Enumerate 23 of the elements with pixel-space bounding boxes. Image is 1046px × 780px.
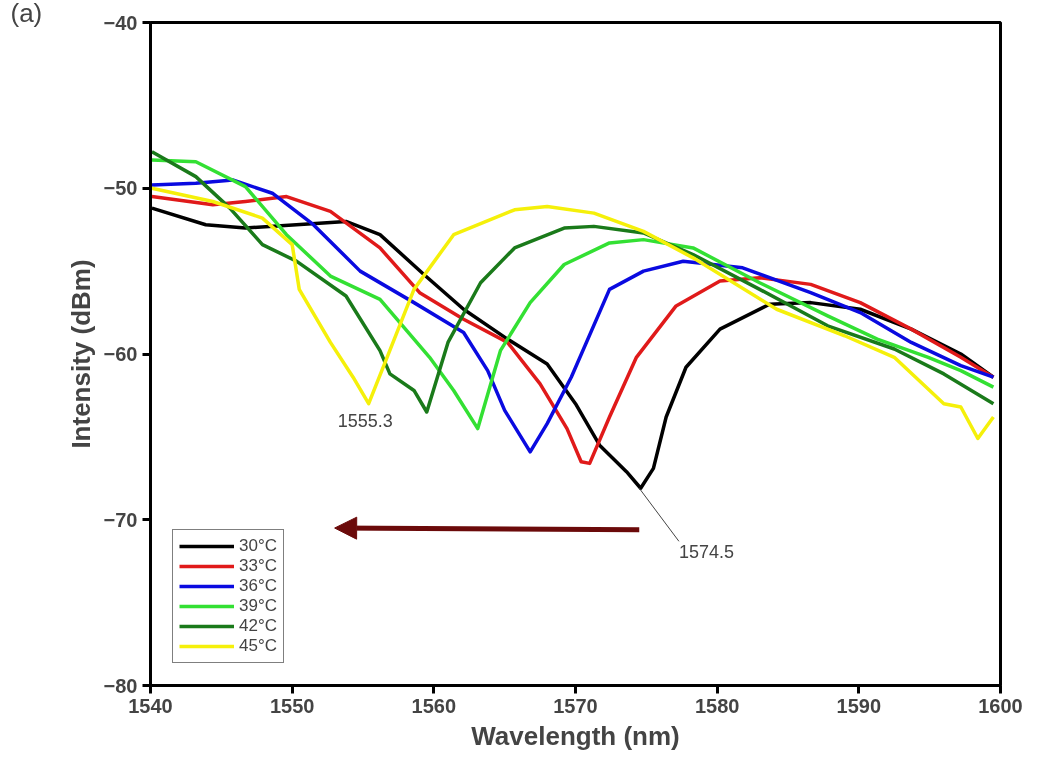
- y-tick-label: −60: [103, 343, 138, 365]
- legend-label: 36°C: [239, 576, 277, 596]
- legend-label: 42°C: [239, 616, 277, 636]
- x-tick-label: 1560: [411, 694, 457, 717]
- annotation: 1555.3: [337, 410, 393, 431]
- x-tick-label: 1600: [978, 694, 1023, 717]
- x-tick-label: 1540: [128, 694, 173, 717]
- y-tick-label: −40: [103, 11, 138, 34]
- x-axis-title: Wavelength (nm): [471, 720, 680, 751]
- x-tick-label: 1550: [269, 694, 315, 717]
- y-axis-title: Intensity (dBm): [65, 259, 96, 449]
- legend-label: 33°C: [239, 556, 277, 576]
- text: (a): [10, 0, 43, 28]
- annotation: 1574.5: [678, 541, 734, 562]
- x-tick-label: 1590: [836, 694, 882, 717]
- legend-label: 45°C: [239, 636, 277, 656]
- legend-label: 30°C: [239, 536, 277, 556]
- x-tick-label: 1580: [694, 694, 740, 717]
- y-tick-label: −80: [103, 674, 138, 697]
- legend-label: 39°C: [239, 596, 277, 616]
- x-tick-label: 1570: [553, 694, 598, 717]
- y-tick-label: −50: [103, 177, 138, 200]
- y-tick-label: −70: [103, 508, 138, 531]
